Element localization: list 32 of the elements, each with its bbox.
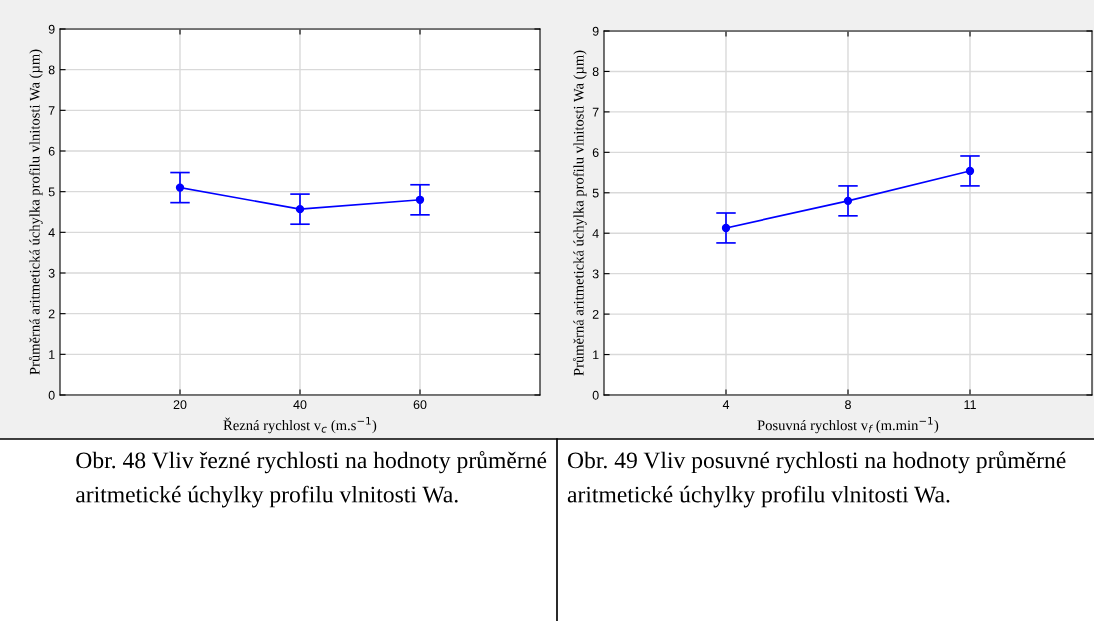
y-tick-label: 0 (592, 390, 599, 400)
y-tick-label: 0 (48, 390, 55, 400)
y-tick-label: 8 (592, 67, 599, 77)
y-tick-label: 7 (48, 106, 55, 115)
x-tick-label: 8 (845, 400, 851, 410)
y-tick-label: 1 (593, 350, 599, 360)
text: Obr. 49 Vliv posuvné rychlosti na hodnoty průměrné aritmetické úchylky profilu vlnitosti Wa. (567, 451, 1066, 508)
y-tick-label: 2 (48, 309, 55, 319)
y-tick-label: 4 (592, 229, 599, 238)
y-tick-label: 8 (48, 65, 55, 75)
y-axis-title: Průměrná aritmetická úchylka profilu vlnitosti Wa (µm) (28, 49, 43, 375)
y-tick-label: 4 (48, 228, 55, 237)
y-tick-label: 3 (592, 269, 599, 279)
x-axis-title: Posuvná rychlost v$_{f}$ (m.min$^{−1}$) (757, 417, 939, 434)
x-tick-label: 11 (964, 400, 976, 409)
y-tick-label: 7 (592, 107, 599, 117)
y-tick-label: 2 (592, 309, 599, 319)
x-axis-title: Řezná rychlost v$_{c}$ (m.s$^{−1}$) (223, 417, 377, 434)
y-tick-label: 5 (48, 187, 55, 197)
y-tick-label: 5 (592, 188, 599, 198)
y-tick-label: 6 (48, 146, 55, 156)
y-axis-title: Průměrná aritmetická úchylka profilu vlnitosti Wa (µm) (572, 50, 587, 376)
y-tick-label: 3 (48, 268, 55, 278)
x-tick-label: 20 (173, 400, 187, 410)
x-tick-label: 40 (293, 400, 307, 410)
x-tick-label: 60 (413, 400, 427, 410)
y-tick-label: 6 (592, 148, 599, 157)
y-tick-label: 9 (592, 26, 599, 36)
x-tick-label: 4 (722, 400, 730, 409)
y-tick-label: 1 (49, 350, 55, 359)
text: Obr. 48 Vliv řezné rychlosti na hodnoty průměrné aritmetické úchylky profilu vlnitosti Wa. (76, 451, 547, 508)
y-tick-label: 9 (48, 24, 55, 34)
